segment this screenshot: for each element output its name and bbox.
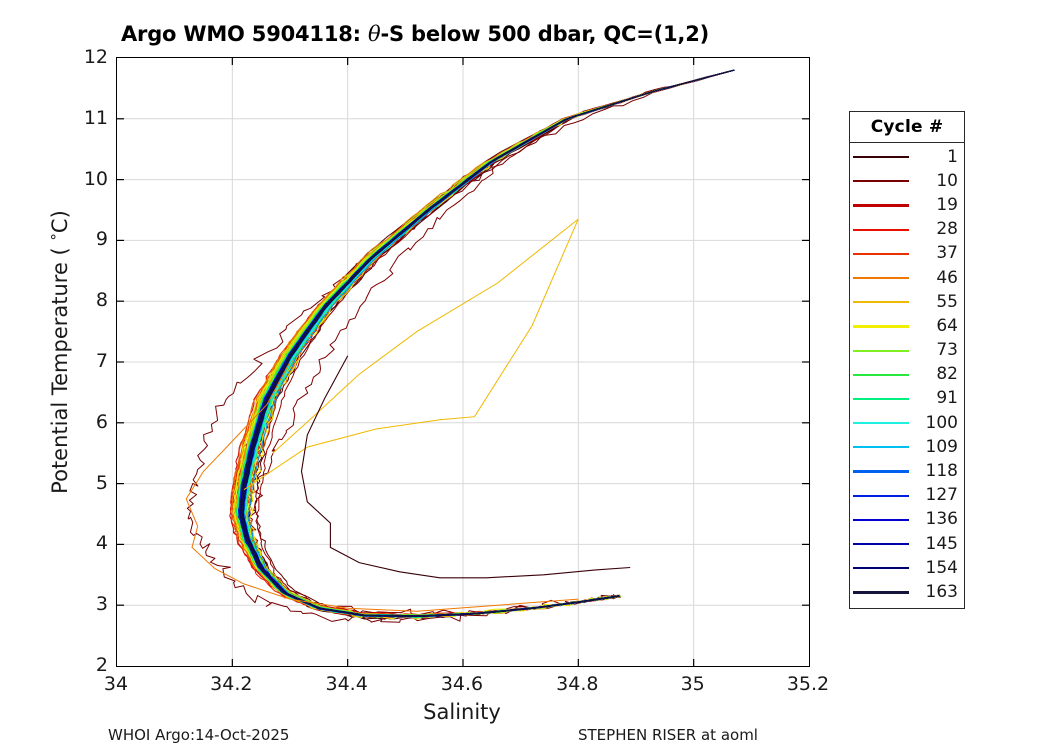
legend-label: 118 (925, 461, 958, 482)
legend-label: 82 (936, 364, 958, 385)
x-tick-label: 35.2 (786, 673, 830, 695)
legend-color-swatch (853, 156, 909, 159)
legend-row[interactable]: 64 (850, 314, 964, 338)
y-axis-title-suffix: C) (48, 210, 72, 234)
legend-title: Cycle # (850, 112, 964, 143)
y-axis-title-prefix: Potential Temperature ( (48, 240, 72, 494)
legend-row[interactable]: 73 (850, 339, 964, 363)
legend-row[interactable]: 28 (850, 218, 964, 242)
legend-label: 127 (925, 485, 958, 506)
x-tick-label: 34 (103, 673, 129, 695)
legend-label: 136 (925, 509, 958, 530)
footer-source-text: WHOI Argo:14-Oct-2025 (108, 726, 290, 744)
y-tick-label: 8 (95, 289, 108, 312)
legend-label: 64 (936, 315, 958, 336)
legend-row[interactable]: 127 (850, 484, 964, 508)
legend-label: 46 (936, 267, 958, 288)
legend-row[interactable]: 145 (850, 532, 964, 556)
y-tick-label: 5 (95, 471, 108, 494)
x-tick-label: 34.2 (210, 673, 253, 695)
legend-row[interactable]: 10 (850, 169, 964, 193)
x-tick-label: 34.4 (325, 673, 368, 695)
legend-label: 55 (936, 291, 958, 312)
x-axis-title: Salinity (423, 700, 501, 724)
legend-row[interactable]: 136 (850, 508, 964, 532)
degree-symbol: ° (48, 233, 66, 241)
legend-label: 73 (936, 340, 958, 361)
legend-label: 28 (936, 219, 958, 240)
legend-row[interactable]: 109 (850, 435, 964, 459)
y-tick-label: 2 (95, 654, 108, 676)
legend-row[interactable]: 100 (850, 411, 964, 435)
legend-label: 100 (925, 412, 958, 433)
legend-label: 163 (925, 581, 958, 602)
legend-row[interactable]: 82 (850, 363, 964, 387)
page-title: Argo WMO 5904118: θ-S below 500 dbar, QC… (0, 22, 830, 46)
x-tick-label: 35 (680, 673, 705, 695)
legend-color-swatch (853, 325, 909, 328)
legend-label: 91 (936, 388, 958, 409)
legend-row[interactable]: 1 (850, 145, 964, 169)
legend-color-swatch (853, 228, 909, 231)
x-axis-tick-labels: 34 34.2 34.4 34.6 34.8 35 35.2 (104, 673, 829, 699)
y-axis-tick-labels: 12 11 10 9 8 7 6 5 4 3 2 (32, 46, 108, 676)
legend-color-swatch (853, 567, 909, 570)
plot-area (116, 57, 810, 667)
legend-color-swatch (853, 204, 909, 207)
y-tick-label: 3 (95, 593, 108, 616)
legend-color-swatch (853, 373, 909, 376)
legend-color-swatch (853, 518, 909, 521)
legend-row[interactable]: 55 (850, 290, 964, 314)
legend-color-swatch (853, 397, 909, 401)
legend-label: 37 (936, 243, 958, 264)
legend-color-swatch (853, 276, 909, 280)
legend: Cycle # 1 10 19 28 37 46 55 64 73 82 91 100 109 118 12… (849, 111, 965, 609)
y-tick-label: 4 (95, 532, 108, 555)
legend-color-swatch (853, 180, 909, 183)
y-tick-label: 7 (95, 350, 108, 372)
legend-row[interactable]: 19 (850, 193, 964, 217)
y-tick-label: 6 (95, 410, 108, 433)
legend-color-swatch (853, 301, 909, 304)
title-prefix: Argo WMO 5904118: (120, 22, 368, 46)
legend-color-swatch (853, 252, 909, 255)
axis-tick-marks (117, 58, 809, 666)
theta-s-plot-canvas (117, 58, 809, 666)
legend-label: 1 (947, 146, 958, 167)
legend-color-swatch (853, 494, 909, 497)
legend-label: 19 (936, 194, 958, 215)
legend-label: 154 (925, 557, 958, 578)
legend-row[interactable]: 154 (850, 556, 964, 580)
title-suffix: -S below 500 dbar, QC=(1,2) (380, 22, 709, 46)
legend-color-swatch (853, 470, 909, 473)
title-theta-symbol: θ (367, 22, 381, 46)
legend-color-swatch (853, 349, 909, 352)
footer-author-text: STEPHEN RISER at aoml (578, 726, 758, 744)
x-tick-label: 34.8 (556, 673, 599, 695)
legend-label: 109 (925, 436, 958, 457)
legend-label: 10 (936, 170, 958, 191)
legend-color-swatch (853, 446, 909, 449)
y-tick-label: 10 (83, 167, 108, 190)
gridlines (117, 58, 809, 666)
legend-color-swatch (853, 543, 909, 546)
legend-row[interactable]: 163 (850, 580, 964, 604)
profile-curves (185, 69, 735, 623)
legend-row[interactable]: 118 (850, 459, 964, 483)
y-tick-label: 12 (83, 46, 108, 68)
y-axis-title: Potential Temperature ( °C) (48, 42, 72, 662)
y-tick-label: 9 (95, 228, 108, 251)
legend-label: 145 (925, 533, 958, 554)
legend-row[interactable]: 46 (850, 266, 964, 290)
legend-items: 1 10 19 28 37 46 55 64 73 82 91 100 109 118 127 136 145 1… (850, 143, 964, 608)
legend-row[interactable]: 91 (850, 387, 964, 411)
legend-color-swatch (853, 422, 909, 425)
y-tick-label: 11 (83, 106, 108, 129)
legend-row[interactable]: 37 (850, 242, 964, 266)
x-tick-label: 34.6 (440, 673, 484, 695)
legend-color-swatch (853, 591, 909, 594)
